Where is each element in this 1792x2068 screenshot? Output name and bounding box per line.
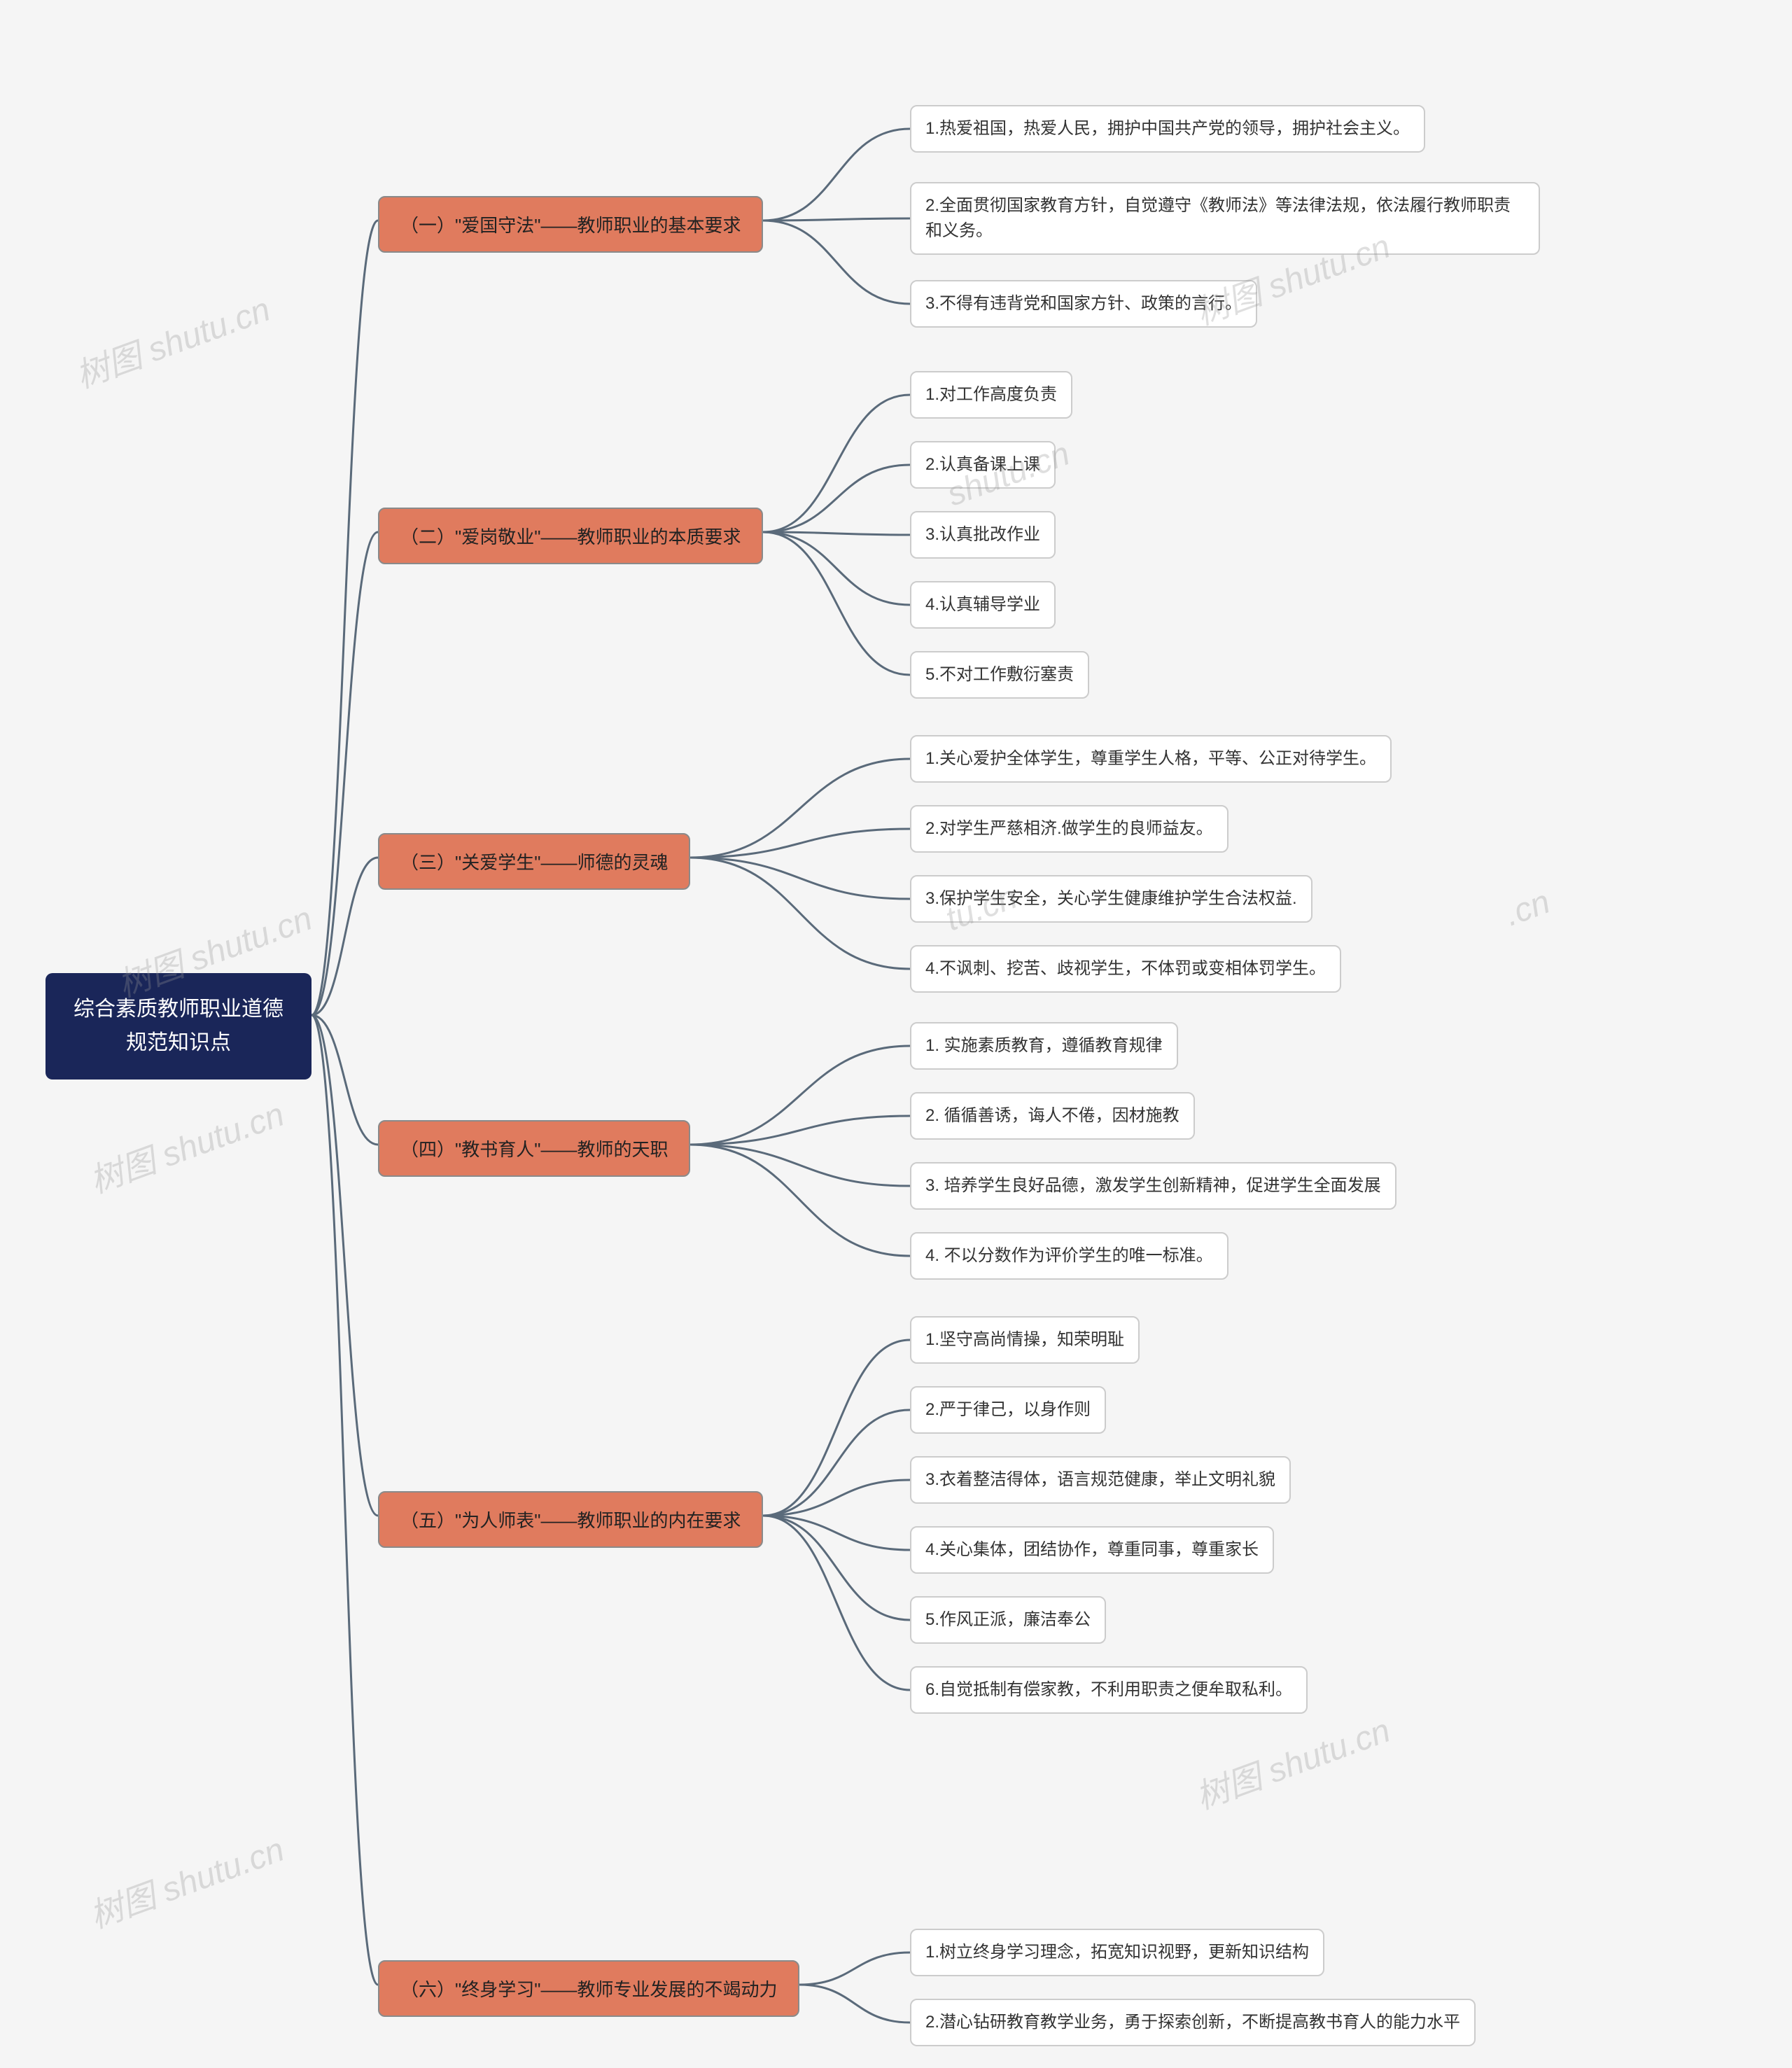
branch-node: （四）"教书育人"——教师的天职 — [378, 1120, 690, 1177]
leaf-node: 2.潜心钻研教育教学业务，勇于探索创新，不断提高教书育人的能力水平 — [910, 1999, 1476, 2046]
leaf-node: 3.认真批改作业 — [910, 511, 1056, 559]
branch-node: （三）"关爱学生"——师德的灵魂 — [378, 833, 690, 890]
leaf-node: 4.关心集体，团结协作，尊重同事，尊重家长 — [910, 1526, 1274, 1574]
leaf-node: 2.全面贯彻国家教育方针，自觉遵守《教师法》等法律法规，依法履行教师职责和义务。 — [910, 182, 1540, 255]
leaf-node: 1.关心爱护全体学生，尊重学生人格，平等、公正对待学生。 — [910, 735, 1392, 783]
leaf-node: 1.坚守高尚情操，知荣明耻 — [910, 1316, 1140, 1364]
leaf-node: 4.不讽刺、挖苦、歧视学生，不体罚或变相体罚学生。 — [910, 945, 1341, 993]
leaf-node: 3. 培养学生良好品德，激发学生创新精神，促进学生全面发展 — [910, 1162, 1396, 1210]
leaf-node: 4.认真辅导学业 — [910, 581, 1056, 629]
leaf-node: 3.不得有违背党和国家方针、政策的言行。 — [910, 280, 1257, 328]
branch-node: （一）"爱国守法"——教师职业的基本要求 — [378, 196, 763, 253]
leaf-node: 2. 循循善诱，诲人不倦，因材施教 — [910, 1092, 1195, 1140]
watermark: 树图 shutu.cn — [68, 281, 276, 397]
leaf-node: 3.保护学生安全，关心学生健康维护学生合法权益. — [910, 875, 1312, 923]
leaf-node: 2.严于律己，以身作则 — [910, 1386, 1106, 1434]
leaf-node: 3.衣着整洁得体，语言规范健康，举止文明礼貌 — [910, 1456, 1291, 1504]
leaf-node: 5.作风正派，廉洁奉公 — [910, 1596, 1106, 1644]
leaf-node: 1.热爱祖国，热爱人民，拥护中国共产党的领导，拥护社会主义。 — [910, 105, 1425, 153]
branch-node: （六）"终身学习"——教师专业发展的不竭动力 — [378, 1960, 799, 2017]
leaf-node: 2.认真备课上课 — [910, 441, 1056, 489]
leaf-node: 1.对工作高度负责 — [910, 371, 1072, 419]
leaf-node: 1.树立终身学习理念，拓宽知识视野，更新知识结构 — [910, 1929, 1324, 1976]
branch-node: （二）"爱岗敬业"——教师职业的本质要求 — [378, 508, 763, 564]
watermark: .cn — [1500, 883, 1555, 935]
root-node: 综合素质教师职业道德规范知识点 — [46, 973, 312, 1080]
mindmap-container: 综合素质教师职业道德规范知识点 （一）"爱国守法"——教师职业的基本要求 1.热爱祖… — [0, 0, 1792, 2068]
leaf-node: 2.对学生严慈相济.做学生的良师益友。 — [910, 805, 1228, 853]
watermark: 树图 shutu.cn — [82, 1087, 290, 1202]
watermark: 树图 shutu.cn — [1188, 1703, 1396, 1818]
leaf-node: 6.自觉抵制有偿家教，不利用职责之便牟取私利。 — [910, 1666, 1308, 1714]
leaf-node: 4. 不以分数作为评价学生的唯一标准。 — [910, 1232, 1228, 1280]
leaf-node: 5.不对工作敷衍塞责 — [910, 651, 1089, 699]
leaf-node: 1. 实施素质教育，遵循教育规律 — [910, 1022, 1178, 1070]
branch-node: （五）"为人师表"——教师职业的内在要求 — [378, 1491, 763, 1548]
watermark: 树图 shutu.cn — [82, 1822, 290, 1937]
